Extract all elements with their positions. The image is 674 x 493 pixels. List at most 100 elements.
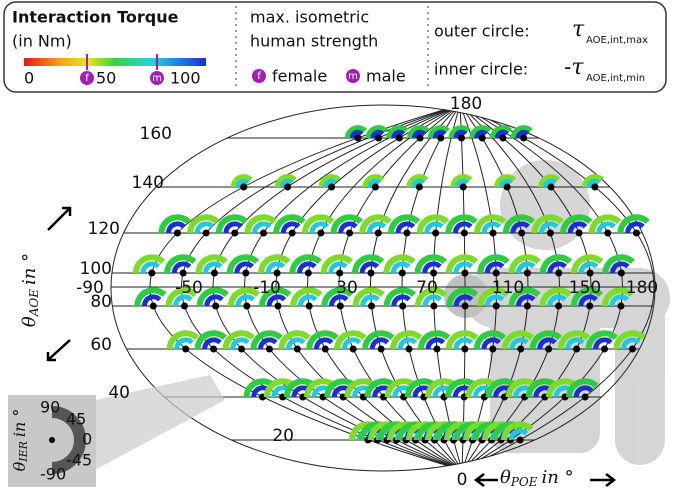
node — [350, 346, 357, 353]
node — [150, 303, 157, 310]
node — [375, 135, 382, 142]
inset-label: 90 — [40, 398, 60, 417]
node — [180, 270, 187, 277]
node — [266, 346, 273, 353]
node — [586, 303, 593, 310]
azimuth-label: 150 — [569, 278, 601, 298]
inset-label: -90 — [40, 465, 66, 484]
azimuth-label: -10 — [253, 278, 281, 298]
node — [182, 346, 189, 353]
node — [524, 270, 531, 277]
node — [148, 270, 155, 277]
node — [479, 135, 486, 142]
node — [462, 303, 469, 310]
node — [346, 230, 353, 237]
node — [274, 270, 281, 277]
human-silhouette — [444, 160, 670, 465]
elevation-label: 120 — [88, 219, 120, 239]
inset-label: 0 — [82, 430, 92, 449]
node — [591, 184, 598, 191]
female-icon-label: f — [257, 71, 261, 82]
node — [322, 346, 329, 353]
inner-sub: AOE,int,min — [586, 73, 645, 84]
node — [582, 394, 589, 401]
arrow — [48, 208, 70, 230]
node — [504, 184, 511, 191]
node — [493, 270, 500, 277]
azimuth-label: -90 — [76, 278, 104, 298]
node — [629, 346, 636, 353]
elevation-label: 60 — [90, 335, 112, 355]
node — [378, 346, 385, 353]
node — [211, 270, 218, 277]
node — [555, 303, 562, 310]
node — [517, 437, 524, 444]
node — [396, 135, 403, 142]
node — [242, 270, 249, 277]
strength-line: human strength — [250, 32, 378, 51]
outer-symbol: τ — [572, 17, 585, 42]
elevation-label: 100 — [80, 259, 112, 279]
elevation-axis-title: θAOEin ° — [19, 253, 41, 327]
male-icon-label: m — [152, 73, 162, 84]
node — [430, 303, 437, 310]
node — [375, 230, 382, 237]
azimuth-label: 180 — [626, 278, 658, 298]
node — [489, 346, 496, 353]
node — [601, 346, 608, 353]
node — [336, 270, 343, 277]
node — [231, 230, 238, 237]
node — [284, 184, 291, 191]
inset-center — [49, 437, 55, 443]
node — [294, 346, 301, 353]
node — [416, 184, 423, 191]
node — [243, 303, 250, 310]
strength-line: max. isometric — [250, 8, 369, 27]
arrow — [48, 340, 70, 360]
scale-label: 0 — [24, 69, 34, 88]
node — [587, 270, 594, 277]
node — [555, 270, 562, 277]
elevation-label: 140 — [132, 173, 164, 193]
node — [181, 303, 188, 310]
female-icon-label: f — [85, 73, 89, 84]
node — [518, 230, 525, 237]
outer-label: outer circle: — [434, 22, 530, 41]
node — [403, 230, 410, 237]
node — [399, 303, 406, 310]
node — [461, 346, 468, 353]
node — [458, 135, 465, 142]
node — [461, 230, 468, 237]
node — [417, 135, 424, 142]
node — [210, 346, 217, 353]
azimuth-label: 70 — [416, 278, 438, 298]
azimuth-label: 30 — [336, 278, 358, 298]
legend-title: Interaction Torque — [12, 8, 179, 27]
node — [399, 270, 406, 277]
node — [240, 184, 247, 191]
pole-label: 180 — [450, 94, 482, 114]
legend-unit: (in Nm) — [12, 32, 72, 51]
male-icon-label: m — [348, 71, 358, 82]
node — [317, 230, 324, 237]
node — [548, 184, 555, 191]
node — [354, 135, 361, 142]
node — [306, 303, 313, 310]
node — [406, 346, 413, 353]
scale-label: 100 — [170, 69, 201, 88]
node — [573, 346, 580, 353]
node — [433, 346, 440, 353]
node — [372, 184, 379, 191]
outer-sub: AOE,int,max — [586, 35, 648, 46]
inner-label: inner circle: — [434, 60, 528, 79]
elevation-label: 40 — [108, 383, 130, 403]
node — [238, 346, 245, 353]
node — [618, 270, 625, 277]
node — [328, 184, 335, 191]
inner-symbol: -τ — [564, 55, 584, 80]
node — [499, 135, 506, 142]
node — [461, 270, 468, 277]
elevation-label: 160 — [140, 124, 172, 144]
node — [547, 230, 554, 237]
